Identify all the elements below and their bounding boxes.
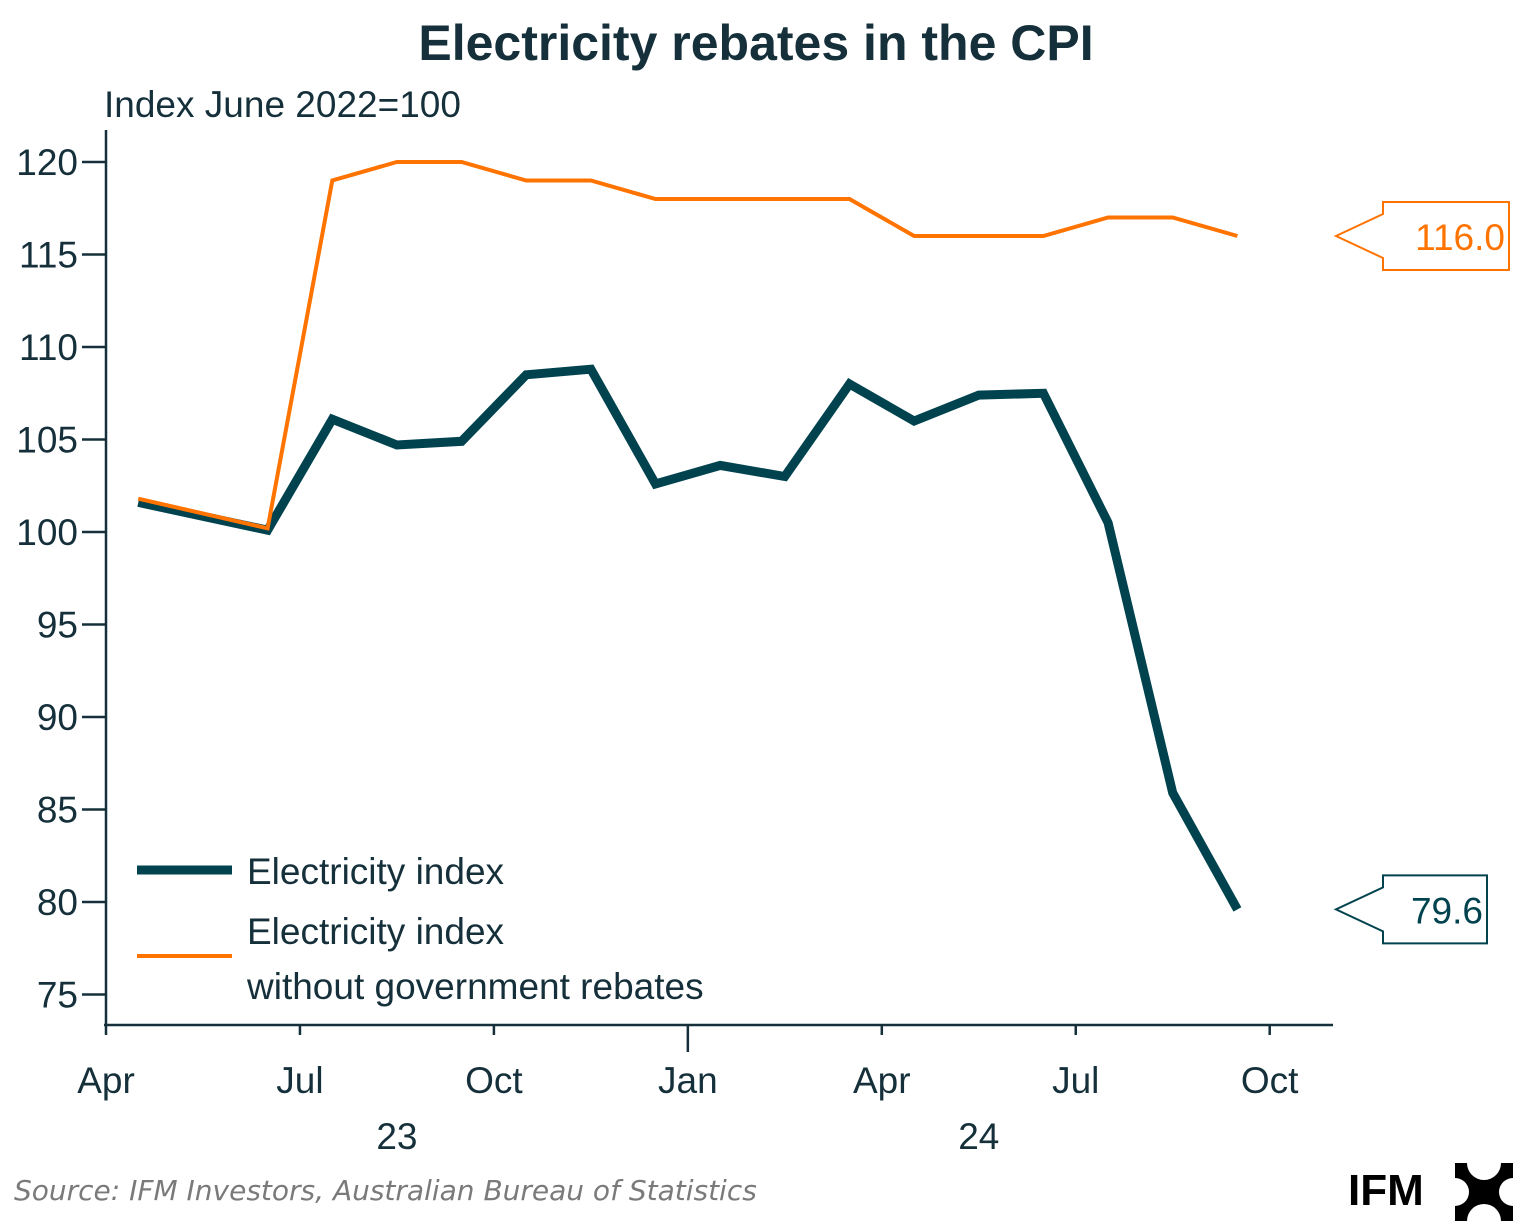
y-tick-label: 110	[19, 327, 78, 368]
end-labels: 79.6 116.0	[1333, 201, 1510, 945]
x-year-label: 24	[958, 1116, 999, 1157]
series-line-electricity-index	[137, 364, 1242, 912]
source-note: Source: IFM Investors, Australian Bureau…	[14, 1174, 757, 1207]
series-layer	[137, 160, 1242, 912]
chart-title: Electricity rebates in the CPI	[418, 15, 1093, 71]
ifm-logo: IFM	[1348, 1146, 1513, 1224]
y-tick-label: 80	[37, 882, 78, 923]
x-tick-label: Oct	[1241, 1060, 1299, 1101]
end-value-label: 79.6	[1411, 890, 1483, 931]
y-tick-label: 95	[37, 605, 78, 646]
x-tick-label: Jul	[1052, 1060, 1099, 1101]
x-year-label: 23	[376, 1116, 417, 1157]
x-tick-label: Jul	[276, 1060, 323, 1101]
y-axis: 75 80 85 90 95 100 105 110 115 120	[16, 130, 108, 1025]
x-tick-label: Apr	[77, 1060, 135, 1101]
y-tick-label: 115	[19, 235, 78, 276]
chart-subtitle: Index June 2022=100	[104, 84, 461, 125]
y-tick-label: 120	[16, 142, 78, 183]
x-tick-label: Jan	[658, 1060, 718, 1101]
y-tick-label: 100	[16, 512, 78, 553]
logo-mark-icon	[1441, 1146, 1513, 1224]
legend: Electricity index Electricity index with…	[137, 851, 704, 1007]
y-tick-label: 90	[37, 697, 78, 738]
x-tick-label: Oct	[465, 1060, 523, 1101]
legend-label-without-rebates-line2: without government rebates	[246, 966, 704, 1007]
legend-label-electricity-index: Electricity index	[247, 851, 505, 892]
end-value-label: 116.0	[1415, 217, 1505, 258]
logo-text: IFM	[1348, 1166, 1424, 1215]
legend-label-without-rebates-line1: Electricity index	[247, 911, 505, 952]
y-tick-label: 85	[37, 790, 78, 831]
end-label-callout	[1333, 201, 1510, 271]
end-label-callout	[1333, 874, 1488, 945]
x-tick-label: Apr	[853, 1060, 911, 1101]
y-tick-label: 75	[37, 975, 78, 1016]
y-tick-label: 105	[16, 420, 78, 461]
x-axis: Apr Jul Oct Jan Apr Jul Oct 23 24	[77, 1023, 1333, 1157]
